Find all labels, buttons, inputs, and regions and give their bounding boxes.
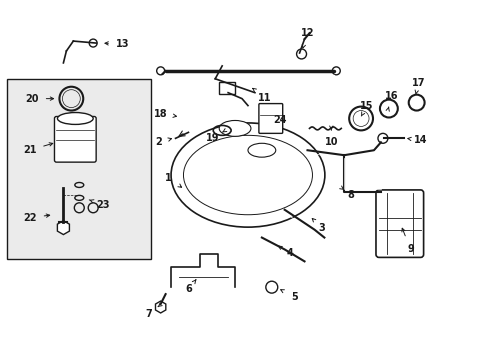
- Text: 23: 23: [96, 200, 110, 210]
- Text: 5: 5: [291, 292, 297, 302]
- Ellipse shape: [57, 113, 93, 125]
- Circle shape: [377, 133, 387, 143]
- Text: 11: 11: [258, 93, 271, 103]
- Text: 8: 8: [347, 190, 354, 200]
- Circle shape: [156, 67, 164, 75]
- Text: 2: 2: [155, 137, 162, 147]
- Text: 24: 24: [272, 116, 286, 126]
- Ellipse shape: [247, 143, 275, 157]
- FancyBboxPatch shape: [54, 117, 96, 162]
- FancyBboxPatch shape: [258, 104, 282, 133]
- Text: 3: 3: [317, 222, 324, 233]
- Text: 6: 6: [184, 284, 191, 294]
- Text: 12: 12: [300, 28, 314, 38]
- Text: 7: 7: [145, 309, 152, 319]
- Text: 13: 13: [116, 39, 129, 49]
- FancyBboxPatch shape: [7, 79, 150, 260]
- Text: 20: 20: [25, 94, 39, 104]
- Text: 19: 19: [205, 133, 219, 143]
- Text: 16: 16: [385, 91, 398, 101]
- Text: 1: 1: [165, 173, 172, 183]
- Text: 4: 4: [285, 248, 292, 258]
- Text: 14: 14: [413, 135, 427, 145]
- Text: 15: 15: [360, 100, 373, 111]
- Text: 21: 21: [23, 145, 36, 155]
- FancyBboxPatch shape: [219, 82, 235, 94]
- Text: 9: 9: [407, 244, 413, 255]
- Ellipse shape: [219, 121, 250, 136]
- Text: 10: 10: [324, 137, 337, 147]
- FancyBboxPatch shape: [375, 190, 423, 257]
- Circle shape: [89, 39, 97, 47]
- Text: 17: 17: [411, 78, 425, 88]
- Circle shape: [296, 49, 306, 59]
- Text: 18: 18: [154, 108, 167, 118]
- Circle shape: [265, 281, 277, 293]
- Text: 22: 22: [23, 213, 36, 223]
- Ellipse shape: [171, 123, 324, 227]
- Circle shape: [332, 67, 340, 75]
